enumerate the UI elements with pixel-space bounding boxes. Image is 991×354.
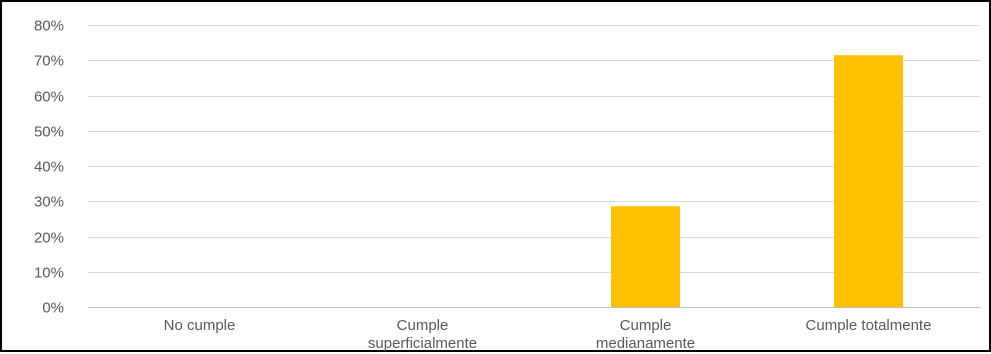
x-tick-label: No cumple — [164, 317, 236, 334]
y-tick-label: 20% — [34, 230, 64, 247]
bar — [834, 55, 903, 307]
y-tick-label: 0% — [42, 300, 64, 317]
gridlines — [88, 25, 980, 273]
x-tick-label: Cumple superficialmente — [368, 317, 477, 352]
y-tick-label: 30% — [34, 194, 64, 211]
y-axis-ticks: 0% 10% 20% 30% 40% 50% 60% 70% 80% — [34, 18, 64, 317]
y-tick-label: 40% — [34, 159, 64, 176]
bars — [611, 55, 903, 307]
x-tick-label: Cumple medianamente — [596, 317, 695, 352]
y-tick-label: 80% — [34, 18, 64, 35]
y-tick-label: 50% — [34, 124, 64, 141]
x-tick-label: Cumple totalmente — [806, 317, 932, 334]
y-tick-label: 60% — [34, 89, 64, 106]
bar — [611, 206, 680, 307]
x-axis-category-labels: No cumple Cumple superficialmente Cumple med… — [164, 317, 932, 352]
y-tick-label: 10% — [34, 265, 64, 282]
y-tick-label: 70% — [34, 53, 64, 70]
